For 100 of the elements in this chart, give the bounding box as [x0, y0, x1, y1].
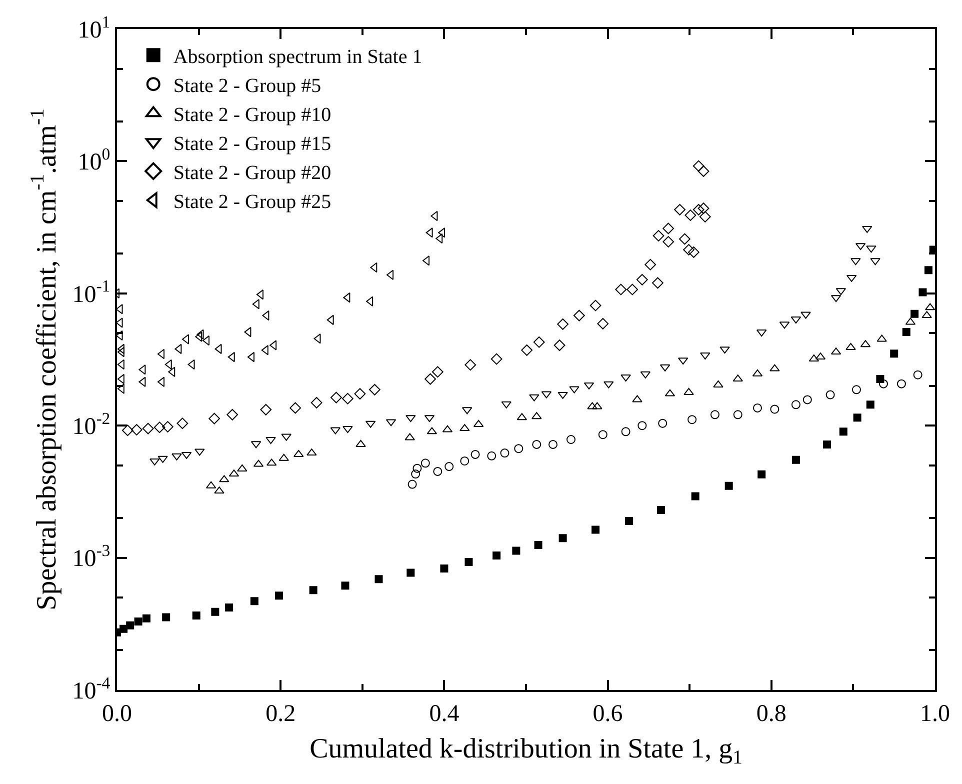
- point: [226, 408, 238, 420]
- point: [120, 624, 128, 633]
- point: [422, 256, 430, 266]
- point: [460, 456, 470, 466]
- point: [501, 401, 512, 408]
- point: [214, 486, 224, 494]
- point: [225, 603, 234, 612]
- point: [558, 392, 568, 399]
- point: [691, 492, 700, 500]
- point: [162, 421, 174, 432]
- point: [330, 392, 342, 404]
- point: [426, 228, 433, 238]
- point: [913, 370, 922, 380]
- point: [168, 366, 176, 377]
- point: [850, 258, 861, 266]
- point: [710, 410, 720, 420]
- point: [853, 414, 862, 422]
- point: [692, 160, 704, 172]
- point: [490, 353, 502, 365]
- point: [592, 526, 600, 534]
- point: [823, 440, 832, 448]
- point: [752, 403, 762, 412]
- point: [866, 246, 876, 253]
- point: [770, 364, 780, 372]
- point: [924, 303, 935, 310]
- point: [138, 364, 146, 375]
- point: [597, 318, 609, 330]
- point: [142, 614, 150, 622]
- point: [290, 402, 302, 414]
- point: [910, 310, 919, 318]
- point: [652, 277, 664, 289]
- point: [569, 386, 580, 394]
- x-tick-label: 1.0: [920, 700, 950, 727]
- point: [521, 344, 533, 356]
- point: [404, 433, 415, 440]
- point: [846, 342, 856, 350]
- point: [604, 381, 614, 388]
- point: [548, 440, 558, 449]
- y-tick-label: 10$^{0}$: [78, 144, 110, 176]
- legend-label: Absorption spectrum in State 1: [173, 46, 422, 68]
- point: [278, 454, 289, 461]
- point: [492, 552, 501, 560]
- point: [194, 448, 205, 456]
- point: [758, 470, 766, 478]
- point: [532, 440, 542, 449]
- point: [529, 394, 540, 402]
- point: [470, 450, 480, 459]
- point: [587, 402, 598, 410]
- point: [662, 222, 674, 234]
- point: [406, 415, 416, 422]
- point: [684, 210, 696, 221]
- point: [130, 424, 142, 436]
- point: [678, 233, 690, 245]
- point: [310, 397, 322, 408]
- point: [656, 506, 665, 514]
- point: [826, 390, 835, 400]
- point: [713, 380, 724, 388]
- point: [208, 412, 220, 424]
- point: [512, 546, 520, 555]
- point: [460, 424, 470, 432]
- legend-label: State 2 - Group #10: [173, 104, 332, 126]
- point: [770, 404, 780, 414]
- point: [500, 448, 510, 458]
- point: [598, 430, 608, 440]
- y-tick-label: 10$^{-3}$: [72, 541, 110, 572]
- point: [192, 612, 200, 620]
- point: [182, 334, 190, 344]
- point: [534, 540, 542, 549]
- point: [309, 586, 318, 594]
- point: [368, 384, 380, 396]
- point: [211, 608, 220, 616]
- point: [424, 373, 436, 385]
- point: [733, 410, 742, 420]
- point: [896, 379, 906, 388]
- point: [150, 458, 160, 466]
- point: [237, 464, 248, 472]
- point: [250, 597, 258, 606]
- point: [573, 310, 585, 322]
- point: [688, 246, 700, 258]
- point: [270, 340, 277, 350]
- point: [698, 202, 710, 214]
- point: [533, 336, 545, 348]
- point: [870, 258, 880, 266]
- point: [839, 428, 848, 436]
- point: [625, 516, 634, 525]
- point: [922, 311, 932, 318]
- point: [724, 482, 733, 490]
- point: [902, 328, 910, 336]
- point: [122, 424, 134, 436]
- point: [281, 434, 292, 441]
- point: [876, 334, 887, 342]
- point: [698, 166, 710, 177]
- point: [260, 404, 272, 416]
- point: [615, 284, 627, 296]
- point: [658, 418, 668, 428]
- point: [532, 412, 542, 420]
- legend-label: State 2 - Group #25: [173, 190, 332, 213]
- point: [406, 568, 415, 577]
- point: [195, 332, 202, 342]
- point: [878, 379, 888, 388]
